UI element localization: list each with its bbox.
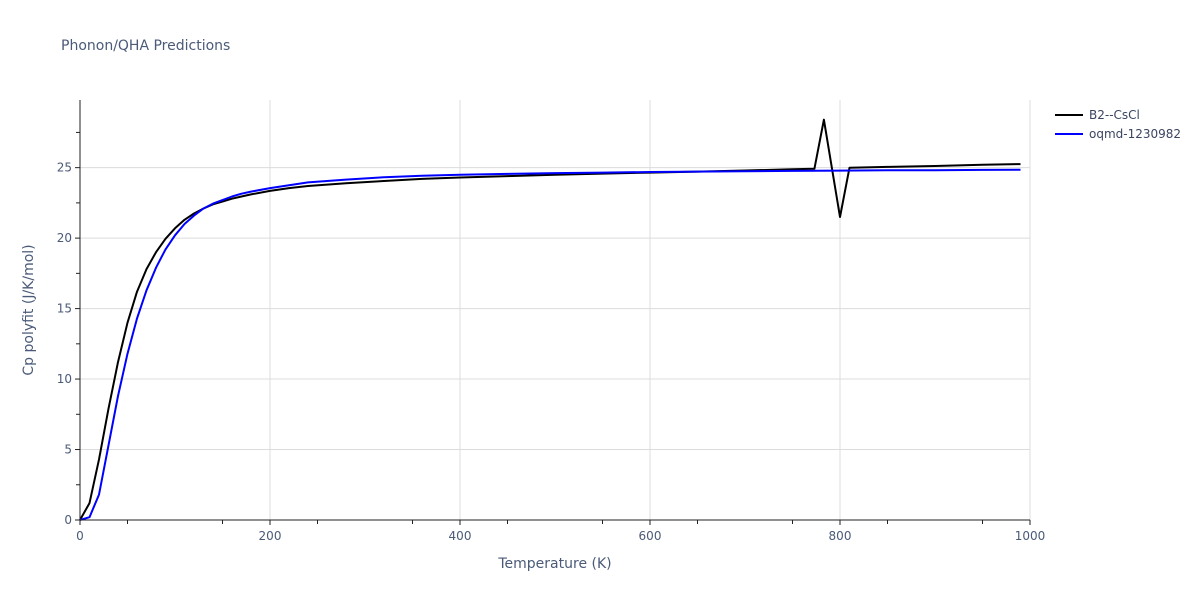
legend-item[interactable]: B2--CsCl (1055, 108, 1140, 122)
x-tick-label: 0 (76, 529, 84, 543)
legend-item[interactable]: oqmd-1230982 (1055, 127, 1181, 141)
x-axis-title: Temperature (K) (497, 556, 611, 572)
y-tick-label: 20 (57, 231, 72, 245)
x-tick-label: 1000 (1015, 529, 1046, 543)
y-tick-label: 15 (57, 302, 72, 316)
y-tick-label: 10 (57, 372, 72, 386)
legend-label: B2--CsCl (1089, 108, 1140, 122)
series-line-2 (79, 168, 1021, 521)
y-tick-label: 5 (64, 443, 72, 457)
y-tick-label: 0 (64, 513, 72, 527)
series-line-1 (79, 118, 1021, 521)
legend[interactable]: B2--CsCl oqmd-1230982 (1055, 108, 1181, 141)
x-tick-label: 600 (639, 529, 662, 543)
chart-title: Phonon/QHA Predictions (61, 38, 230, 54)
x-tick-label: 400 (449, 529, 472, 543)
x-tick-label: 200 (259, 529, 282, 543)
x-tick-label: 800 (829, 529, 852, 543)
y-tick-label: 25 (57, 161, 72, 175)
grid (80, 100, 1031, 520)
plot-area (79, 118, 1021, 521)
axes (79, 100, 1030, 521)
tick-labels: 0 200 400 600 800 1000 0 5 10 15 20 25 (57, 131, 1046, 543)
y-axis-title: Cp polyfit (J/K/mol) (21, 244, 37, 375)
legend-label: oqmd-1230982 (1089, 127, 1181, 141)
